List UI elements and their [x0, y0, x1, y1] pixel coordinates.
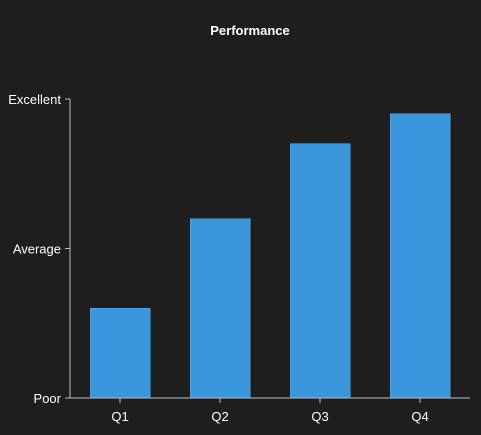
- bar-q3: [289, 143, 351, 399]
- y-tick-label-average: Average: [13, 242, 61, 257]
- x-tick-label-q1: Q1: [111, 409, 128, 424]
- bar-q2: [189, 218, 251, 399]
- y-ticks-group: Poor Average Excellent: [8, 92, 70, 406]
- x-tick-label-q4: Q4: [411, 409, 428, 424]
- y-tick-label-poor: Poor: [34, 391, 62, 406]
- bars-group: [89, 113, 451, 399]
- chart-title: Performance: [210, 23, 289, 38]
- x-tick-label-q3: Q3: [311, 409, 328, 424]
- bar-q1: [89, 308, 151, 399]
- y-tick-label-excellent: Excellent: [8, 92, 61, 107]
- x-ticks-group: Q1 Q2 Q3 Q4: [111, 398, 429, 424]
- x-tick-label-q2: Q2: [211, 409, 228, 424]
- bar-q4: [389, 113, 451, 399]
